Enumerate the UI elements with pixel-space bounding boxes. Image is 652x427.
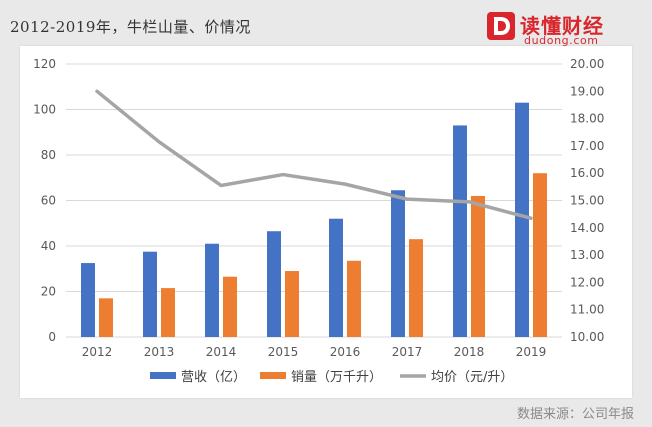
right-axis-ticks: 10.00 11.00 12.00 13.00 14.00 15.00 16.00 17.00… [570,57,604,344]
x-tick-label: 2016 [330,345,361,359]
revenue-bar [81,263,95,337]
revenue-bar [205,243,219,337]
chart-panel: 0 20 40 60 80 100 120 10.00 11.00 12.00 13.00 14.0… [20,46,632,398]
left-tick-label: 0 [48,330,56,344]
left-tick-label: 40 [41,239,56,253]
right-tick-label: 20.00 [570,57,604,71]
revenue-bar [391,190,405,337]
source-note: 数据来源：公司年报 [516,407,634,422]
volume-bar [409,239,423,337]
chart: 0 20 40 60 80 100 120 10.00 11.00 12.00 13.00 14.0… [33,57,604,385]
right-tick-label: 15.00 [570,194,604,208]
left-tick-label: 60 [41,194,56,208]
legend-label: 销量（万千升） [291,370,382,385]
logo: 读懂财经 dudong.com [486,8,636,48]
legend-label: 营收（亿） [181,370,246,385]
left-tick-label: 20 [41,285,56,299]
x-axis-ticks: 2012 2013 2014 2015 2016 2017 2018 2019 [82,345,547,359]
volume-bar [533,173,547,337]
volume-bar [471,195,485,337]
price-line [95,89,533,220]
revenue-bar [329,218,343,337]
price-line-path [95,89,533,220]
right-tick-label: 19.00 [570,84,604,98]
chart-title: 2012-2019年，牛栏山量、价情况 [10,18,251,36]
right-tick-label: 13.00 [570,248,604,262]
legend-label: 均价（元/升） [431,370,513,385]
volume-bar [285,271,299,337]
gridlines [66,63,562,338]
right-tick-label: 11.00 [570,303,604,317]
legend: 营收（亿） 销量（万千升） 均价（元/升） [150,370,513,385]
volume-bar [223,276,237,337]
right-tick-label: 14.00 [570,221,604,235]
logo-domain: dudong.com [524,34,599,47]
x-tick-label: 2018 [454,345,485,359]
left-tick-label: 100 [33,103,56,117]
left-tick-label: 80 [41,148,56,162]
legend-swatch [150,372,176,379]
right-tick-label: 12.00 [570,275,604,289]
logo-text: 读懂财经 [520,14,604,38]
x-tick-label: 2015 [268,345,299,359]
revenue-bar [143,251,157,337]
revenue-bar [515,102,529,337]
volume-bar [99,298,113,337]
x-tick-label: 2012 [82,345,113,359]
x-tick-label: 2017 [392,345,423,359]
bars [81,102,547,337]
left-axis-ticks: 0 20 40 60 80 100 120 [33,57,56,344]
x-tick-label: 2019 [516,345,547,359]
right-tick-label: 18.00 [570,112,604,126]
right-tick-label: 17.00 [570,139,604,153]
x-tick-label: 2014 [206,345,237,359]
left-tick-label: 120 [33,57,56,71]
revenue-bar [453,125,467,337]
revenue-bar [267,231,281,337]
legend-swatch [260,372,286,379]
volume-bar [161,288,175,337]
right-tick-label: 16.00 [570,166,604,180]
right-tick-label: 10.00 [570,330,604,344]
d-letter-icon [487,12,515,40]
x-tick-label: 2013 [144,345,175,359]
volume-bar [347,260,361,337]
